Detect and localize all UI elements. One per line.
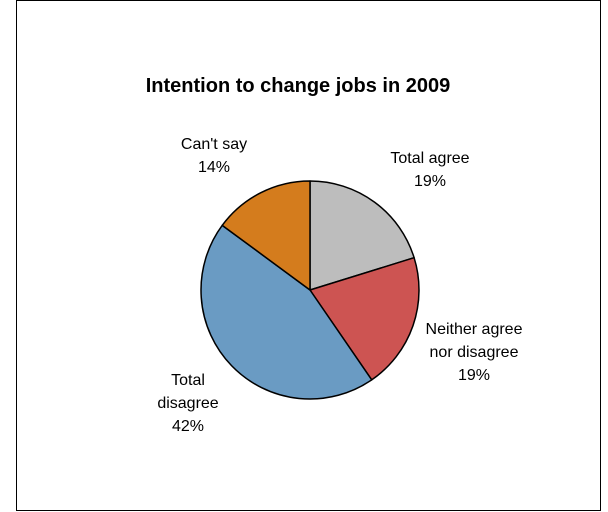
slice-label-line: Neither agree	[426, 321, 523, 338]
pie-slice-1	[309, 256, 420, 381]
slice-percent-label: 19%	[458, 367, 490, 384]
slice-percent-label: 42%	[172, 418, 204, 435]
slice-label-line: disagree	[157, 395, 218, 412]
slice-labels: Total agree 19% Neither agree nor disagree 1…	[157, 136, 522, 435]
pie-slice-3	[221, 180, 311, 291]
chart-title: Intention to change jobs in 2009	[146, 75, 450, 97]
slice-percent-label: 14%	[198, 159, 230, 176]
slice-label-line: nor disagree	[430, 344, 519, 361]
slice-label-line: Can't say	[181, 136, 247, 153]
slice-label-line: Total agree	[390, 150, 469, 167]
pie-slice-2	[200, 224, 373, 400]
pie-slices	[200, 180, 420, 400]
slice-percent-label: 19%	[414, 173, 446, 190]
pie-slice-0	[309, 180, 415, 291]
slice-label-line: Total	[171, 372, 205, 389]
slice-label-2: Total disagree 42%	[157, 372, 218, 435]
slice-label-1: Neither agree nor disagree 19%	[426, 321, 523, 384]
slice-label-0: Total agree 19%	[390, 150, 469, 190]
slice-label-3: Can't say 14%	[181, 136, 247, 176]
